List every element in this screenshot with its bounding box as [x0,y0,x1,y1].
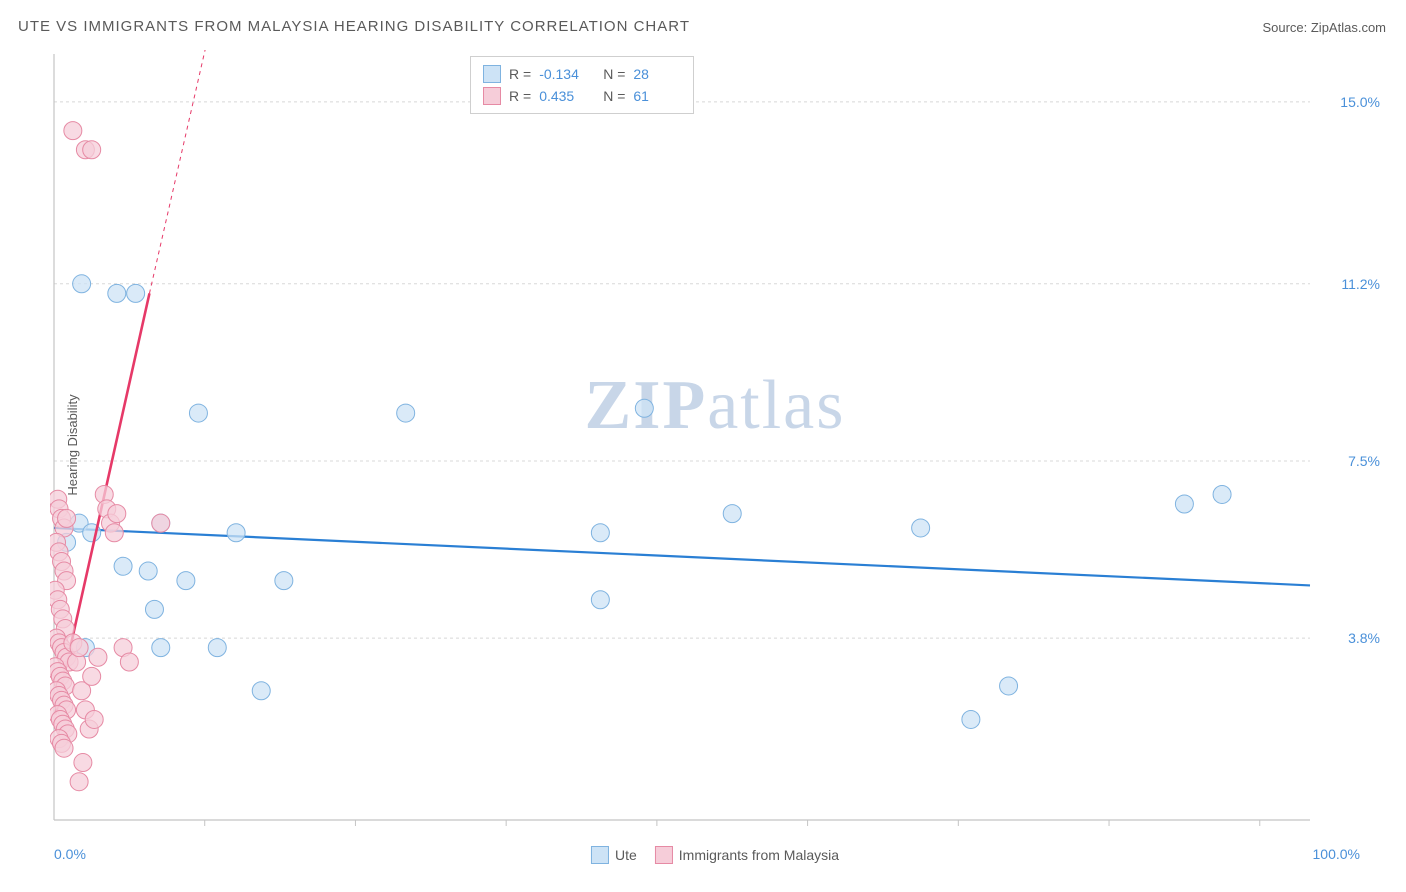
legend-swatch [655,846,673,864]
y-tick-label: 15.0% [1340,94,1380,110]
y-tick-label: 7.5% [1348,453,1380,469]
legend-label: Ute [615,847,637,863]
legend: Ute Immigrants from Malaysia [591,846,839,864]
chart-area: Hearing Disability ZIPatlas R =-0.134N =… [50,50,1380,840]
legend-item: Immigrants from Malaysia [655,846,839,864]
correlation-stats-box: R =-0.134N =28R =0.435N =61 [470,56,694,114]
legend-swatch [483,87,501,105]
y-tick-label: 11.2% [1341,276,1380,292]
legend-item: Ute [591,846,637,864]
legend-swatch [591,846,609,864]
legend-swatch [483,65,501,83]
legend-label: Immigrants from Malaysia [679,847,839,863]
scatter-plot [50,50,1380,840]
x-tick-label: 100.0% [1313,846,1360,862]
stats-row: R =-0.134N =28 [483,63,681,85]
source-attribution: Source: ZipAtlas.com [1262,20,1386,35]
stats-row: R =0.435N =61 [483,85,681,107]
x-tick-label: 0.0% [54,846,86,862]
chart-title: UTE VS IMMIGRANTS FROM MALAYSIA HEARING … [18,18,690,35]
y-tick-label: 3.8% [1348,630,1380,646]
